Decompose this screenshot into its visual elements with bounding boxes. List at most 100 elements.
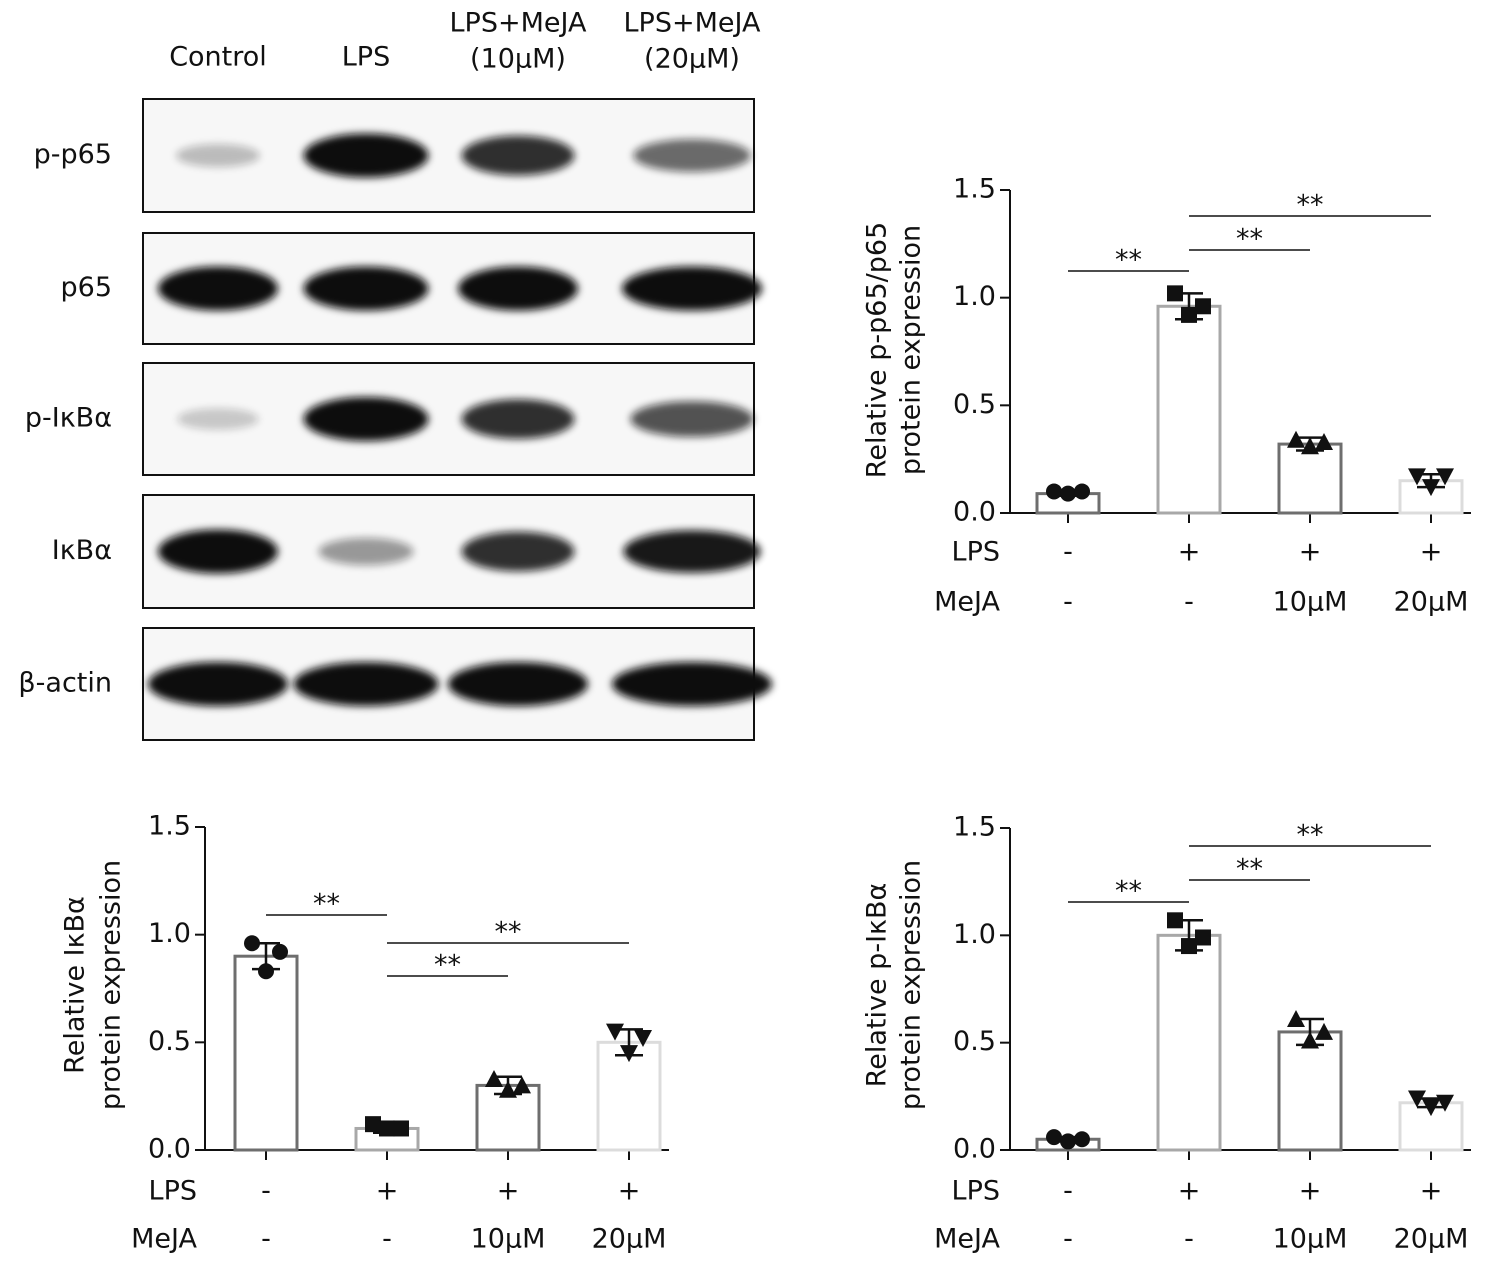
band (293, 662, 439, 706)
protein-label: IκBα (52, 535, 112, 566)
significance-label: ** (313, 889, 340, 920)
row-value: + (1299, 537, 1322, 568)
data-point (620, 1045, 638, 1063)
y-axis-label: protein expression (896, 860, 927, 1110)
y-tick-label: 0.0 (953, 497, 996, 528)
data-point (272, 943, 288, 960)
significance-label: ** (1115, 876, 1142, 907)
band (303, 266, 429, 311)
lane-label: Control (169, 42, 267, 73)
data-point (1195, 929, 1211, 946)
data-point (1167, 912, 1183, 929)
y-tick-label: 0.5 (953, 1026, 996, 1057)
band (177, 408, 259, 430)
row-value: + (1299, 1176, 1322, 1207)
y-tick-label: 0.0 (148, 1134, 191, 1165)
band (633, 139, 751, 172)
data-point (244, 935, 260, 952)
data-point (1167, 285, 1183, 302)
data-point (634, 1030, 652, 1048)
data-point (1181, 306, 1197, 323)
y-tick-label: 0.0 (953, 1134, 996, 1165)
row-value: + (1420, 1176, 1443, 1207)
data-point (1181, 938, 1197, 955)
y-axis-label: protein expression (896, 225, 927, 475)
row-value: + (497, 1176, 520, 1207)
band (622, 266, 762, 311)
row-value: 10μM (1273, 1224, 1348, 1255)
band (623, 530, 761, 573)
data-point (379, 1120, 395, 1137)
row-value: + (618, 1176, 641, 1207)
lane-label: LPS (342, 42, 390, 73)
row-label: MeJA (934, 1224, 1000, 1255)
row-value: 20μM (592, 1224, 667, 1255)
row-label: MeJA (934, 587, 1000, 618)
row-value: + (1178, 537, 1201, 568)
band (461, 531, 575, 572)
row-value: + (1420, 537, 1443, 568)
row-value: + (376, 1176, 399, 1207)
row-label: LPS (952, 1176, 1000, 1207)
y-tick-label: 1.5 (953, 174, 996, 205)
row-label: LPS (952, 537, 1000, 568)
data-point (1315, 1022, 1333, 1040)
y-axis-label: protein expression (96, 860, 127, 1110)
data-point (499, 1080, 517, 1098)
significance-label: ** (434, 950, 461, 981)
data-point (1287, 1010, 1305, 1028)
y-tick-label: 1.0 (148, 918, 191, 949)
y-axis-label: Relative p-IκBα (862, 883, 893, 1088)
lane-label: LPS+MeJA (624, 8, 761, 39)
y-axis-label: Relative IκBα (60, 896, 91, 1074)
row-value: - (1063, 1176, 1073, 1207)
data-point (365, 1116, 381, 1133)
protein-label: p-p65 (34, 139, 112, 170)
significance-label: ** (1297, 820, 1324, 851)
band (458, 266, 578, 311)
lane-label: (10μM) (470, 44, 566, 75)
data-point (1060, 1133, 1076, 1150)
row-value: - (261, 1176, 271, 1207)
y-tick-label: 1.5 (953, 812, 996, 843)
row-value: - (1063, 587, 1073, 618)
y-axis-label: Relative p-p65/p65 (862, 222, 893, 478)
row-value: - (1063, 537, 1073, 568)
bar (1156, 933, 1222, 1152)
band (303, 397, 429, 441)
bar (1277, 1030, 1343, 1152)
protein-label: β-actin (18, 668, 112, 699)
bar (1156, 304, 1222, 515)
row-label: LPS (149, 1176, 197, 1207)
band (148, 662, 288, 706)
data-point (258, 963, 274, 980)
band (448, 662, 588, 706)
data-point (513, 1076, 531, 1094)
band (612, 662, 772, 706)
data-point (1046, 1129, 1062, 1146)
data-point (1074, 483, 1090, 500)
bar (233, 954, 299, 1152)
data-point (1287, 430, 1305, 448)
data-point (1195, 298, 1211, 315)
band (630, 401, 754, 437)
data-point (1422, 1099, 1440, 1117)
data-point (485, 1069, 503, 1087)
data-point (1301, 437, 1319, 455)
significance-label: ** (1236, 854, 1263, 885)
y-tick-label: 0.5 (148, 1026, 191, 1057)
data-point (606, 1023, 624, 1041)
significance-label: ** (1236, 224, 1263, 255)
data-point (1408, 468, 1426, 486)
row-value: + (1178, 1176, 1201, 1207)
lane-label: (20μM) (644, 44, 740, 75)
lane-label: LPS+MeJA (450, 8, 587, 39)
band (318, 537, 414, 566)
y-tick-label: 0.5 (953, 389, 996, 420)
significance-label: ** (1297, 190, 1324, 221)
data-point (1060, 485, 1076, 502)
row-value: 10μM (471, 1224, 546, 1255)
data-point (1315, 432, 1333, 450)
row-value: - (1184, 1224, 1194, 1255)
